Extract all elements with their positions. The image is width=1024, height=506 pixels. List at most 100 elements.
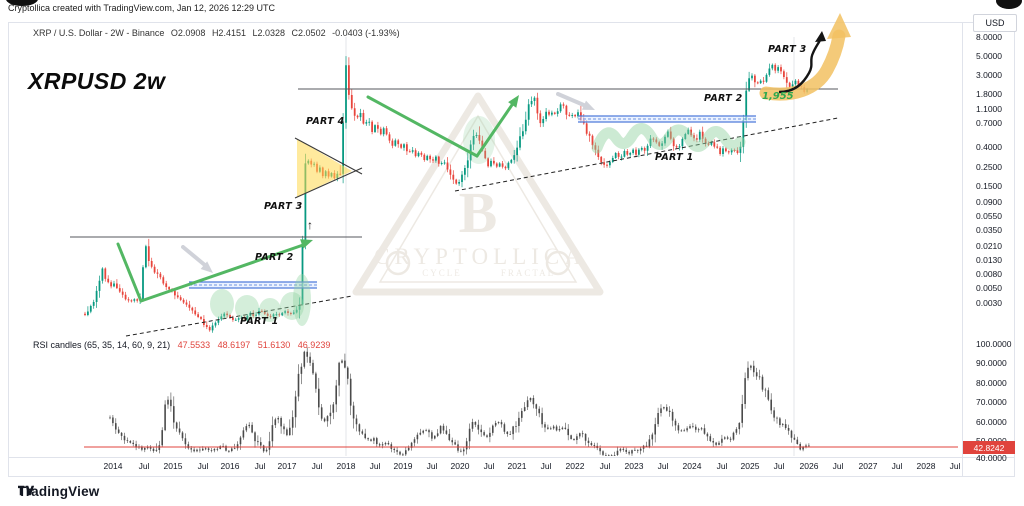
time-tick: 2023 <box>624 461 644 471</box>
price-tick: 0.7000 <box>976 118 1002 128</box>
part-label: PART 1 <box>240 316 279 327</box>
brand-dot-left <box>6 0 38 6</box>
time-tick: Jul <box>426 461 438 471</box>
price-axis[interactable]: 8.0000 5.0000 3.0000 1.8000 1.1000 0.7000 0.40… <box>962 22 1016 463</box>
gray-arrow-left <box>181 245 213 273</box>
breakout-arrow-orange <box>759 13 851 101</box>
rsi-legend[interactable]: RSI candles (65, 35, 14, 60, 9, 21) 47.5… <box>33 340 330 350</box>
part-label: PART 4 <box>306 116 345 127</box>
breakout-arrow-black <box>778 31 826 94</box>
up-arrow-glyph: ↑ <box>307 218 313 232</box>
time-tick: Jul <box>138 461 150 471</box>
price-tick: 0.0050 <box>976 283 1002 293</box>
time-tick: Jul <box>254 461 266 471</box>
pennant-triangle <box>294 137 363 199</box>
price-tick: 0.4000 <box>976 142 1002 152</box>
time-tick: Jul <box>540 461 552 471</box>
part-label: PART 1 <box>655 152 694 163</box>
time-tick: 2025 <box>740 461 760 471</box>
tradingview-wordmark: TradingView <box>18 484 100 499</box>
target-price-label: 1,955 <box>762 91 794 102</box>
credit-line: Cryptollica created with TradingView.com… <box>8 3 275 13</box>
drawing-layer[interactable] <box>70 13 958 448</box>
chart-title: XRPUSD 2w <box>28 68 166 94</box>
price-tick: 0.2500 <box>976 162 1002 172</box>
ohlc-change: -0.0403 (-1.93%) <box>332 28 400 38</box>
time-tick: Jul <box>949 461 961 471</box>
trendline-right <box>454 117 839 192</box>
rsi-value-4: 46.9239 <box>297 340 331 350</box>
tradingview-logo[interactable]: TradingView <box>18 484 99 499</box>
time-tick: 2024 <box>682 461 702 471</box>
rsi-candles <box>109 347 810 456</box>
time-axis[interactable]: 2014 Jul 2015 Jul 2016 Jul 2017 Jul 2018 Jul 2019 J… <box>8 457 1015 477</box>
part-label: PART 2 <box>255 252 294 263</box>
price-tick: 3.0000 <box>976 70 1002 80</box>
time-tick: Jul <box>369 461 381 471</box>
time-tick: Jul <box>891 461 903 471</box>
time-tick: Jul <box>311 461 323 471</box>
ohlc-high: H2.4151 <box>211 28 246 38</box>
price-tick: 80.0000 <box>976 378 1007 388</box>
symbol-name[interactable]: XRP / U.S. Dollar - 2W - Binance <box>33 28 165 38</box>
price-tick: 0.0130 <box>976 255 1002 265</box>
part-label: PART 2 <box>704 93 743 104</box>
time-axis-separator <box>8 457 1015 458</box>
time-tick: Jul <box>716 461 728 471</box>
time-tick: 2027 <box>858 461 878 471</box>
green-arrow-left <box>116 239 313 303</box>
svg-text:B: B <box>459 180 498 245</box>
price-tick: 1.8000 <box>976 89 1002 99</box>
time-tick: 2028 <box>916 461 936 471</box>
rsi-last-value-badge: 42.8242 <box>963 441 1015 454</box>
time-tick: 2019 <box>393 461 413 471</box>
price-tick: 0.0550 <box>976 211 1002 221</box>
ohlc-low: L2.0328 <box>252 28 286 38</box>
price-tick: 0.0350 <box>976 225 1002 235</box>
cryptollica-watermark: B CRYPTOLLICA CYCLE FRACTAL <box>352 92 604 296</box>
green-arrow-mid <box>366 95 519 158</box>
brand-dot-right <box>996 0 1022 9</box>
price-tick: 60.0000 <box>976 417 1007 427</box>
price-tick: 5.0000 <box>976 51 1002 61</box>
part-label: PART 3 <box>768 44 807 55</box>
price-tick: 100.0000 <box>976 339 1012 349</box>
price-tick: 8.0000 <box>976 32 1002 42</box>
time-tick: 2022 <box>565 461 585 471</box>
time-tick: Jul <box>832 461 844 471</box>
rsi-label[interactable]: RSI candles (65, 35, 14, 60, 9, 21) <box>33 340 171 350</box>
price-axis-separator <box>962 22 963 477</box>
time-tick: 2014 <box>103 461 123 471</box>
price-tick: 1.1000 <box>976 104 1002 114</box>
ohlc-close: C2.0502 <box>291 28 326 38</box>
currency-button[interactable]: USD <box>973 14 1017 32</box>
rsi-value-3: 51.6130 <box>257 340 291 350</box>
gray-arrow-mid <box>556 92 595 110</box>
accumulation-channel-right <box>578 115 756 123</box>
time-tick: 2016 <box>220 461 240 471</box>
time-tick: 2015 <box>163 461 183 471</box>
time-tick: Jul <box>483 461 495 471</box>
chart-card <box>8 22 1015 477</box>
svg-text:CYCLE: CYCLE <box>422 268 462 278</box>
price-tick: 0.0210 <box>976 241 1002 251</box>
time-tick: 2026 <box>799 461 819 471</box>
time-tick: Jul <box>773 461 785 471</box>
svg-text:CRYPTOLLICA: CRYPTOLLICA <box>374 244 586 269</box>
green-wave-highlight <box>591 123 746 154</box>
price-tick: 0.0080 <box>976 269 1002 279</box>
time-tick: 2021 <box>507 461 527 471</box>
time-tick: 2018 <box>336 461 356 471</box>
trendline-left <box>125 295 353 337</box>
time-tick: Jul <box>197 461 209 471</box>
rsi-value-2: 48.6197 <box>217 340 251 350</box>
symbol-legend[interactable]: XRP / U.S. Dollar - 2W - Binance O2.0908… <box>33 28 404 38</box>
price-tick: 0.0900 <box>976 197 1002 207</box>
price-tick: 40.0000 <box>976 453 1007 463</box>
time-tick: 2017 <box>277 461 297 471</box>
time-tick: Jul <box>599 461 611 471</box>
price-tick: 0.1500 <box>976 181 1002 191</box>
price-tick: 70.0000 <box>976 397 1007 407</box>
